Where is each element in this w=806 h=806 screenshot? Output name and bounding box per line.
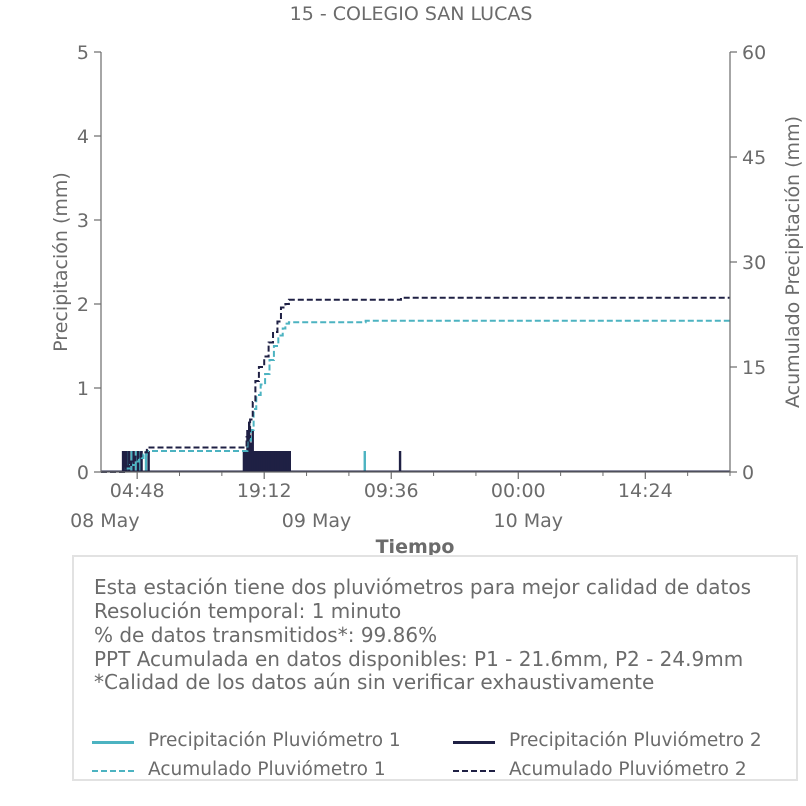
info-accumulated-ppt: PPT Acumulada en datos disponibles: P1 -… bbox=[94, 647, 744, 671]
info-quality-disclaimer: *Calidad de los datos aún sin verificar … bbox=[94, 670, 655, 694]
precip-series-1 bbox=[101, 451, 730, 473]
info-temporal-resolution: Resolución temporal: 1 minuto bbox=[94, 599, 402, 623]
x-time-tick-label: 19:12 bbox=[237, 480, 292, 502]
rainfall-chart: 15 - COLEGIO SAN LUCAS 01234501530456004… bbox=[50, 3, 804, 555]
legend-swatch-p1-precip bbox=[92, 741, 134, 744]
left-y-tick-label: 3 bbox=[77, 210, 89, 232]
info-dual-gauge-note: Esta estación tiene dos pluviómetros par… bbox=[94, 575, 752, 599]
x-time-tick-label: 09:36 bbox=[364, 480, 419, 502]
chart-title: 15 - COLEGIO SAN LUCAS bbox=[290, 3, 533, 25]
legend-label-p2-acum: Acumulado Pluviómetro 2 bbox=[509, 759, 747, 780]
left-y-tick-label: 2 bbox=[77, 294, 89, 316]
accumulated-line-1 bbox=[101, 319, 730, 473]
legend-swatch-p2-acum bbox=[453, 770, 495, 772]
left-y-tick-label: 0 bbox=[77, 462, 89, 484]
right-y-tick-label: 60 bbox=[742, 42, 766, 64]
legend-label-p2-precip: Precipitación Pluviómetro 2 bbox=[509, 730, 762, 751]
right-y-tick-label: 15 bbox=[742, 357, 766, 379]
y-axis-label-left: Precipitación (mm) bbox=[50, 172, 72, 352]
right-y-tick-label: 45 bbox=[742, 147, 766, 169]
info-transmitted-percent: % de datos transmitidos*: 99.86% bbox=[94, 623, 438, 647]
left-y-tick-label: 5 bbox=[77, 42, 89, 64]
x-date-tick-label: 09 May bbox=[282, 510, 352, 532]
legend-label-p1-acum: Acumulado Pluviómetro 1 bbox=[148, 759, 386, 780]
left-y-tick-label: 1 bbox=[77, 378, 89, 400]
left-y-tick-label: 4 bbox=[77, 126, 89, 148]
accumulated-line-2 bbox=[101, 296, 730, 473]
x-time-tick-label: 04:48 bbox=[110, 480, 165, 502]
legend-swatch-p1-acum bbox=[92, 770, 134, 772]
x-axis-label: Tiempo bbox=[376, 536, 455, 555]
legend-swatch-p2-precip bbox=[453, 741, 495, 744]
x-time-tick-label: 00:00 bbox=[491, 480, 546, 502]
info-box: Esta estación tiene dos pluviómetros par… bbox=[72, 555, 798, 781]
legend-label-p1-precip: Precipitación Pluviómetro 1 bbox=[148, 730, 401, 751]
x-time-tick-label: 14:24 bbox=[618, 480, 673, 502]
series-layer bbox=[101, 296, 730, 473]
right-y-tick-label: 0 bbox=[742, 462, 754, 484]
right-y-tick-label: 30 bbox=[742, 252, 766, 274]
x-date-tick-label: 08 May bbox=[70, 510, 140, 532]
x-date-tick-label: 10 May bbox=[494, 510, 564, 532]
y-axis-label-right: Acumulado Precipitación (mm) bbox=[782, 116, 804, 408]
